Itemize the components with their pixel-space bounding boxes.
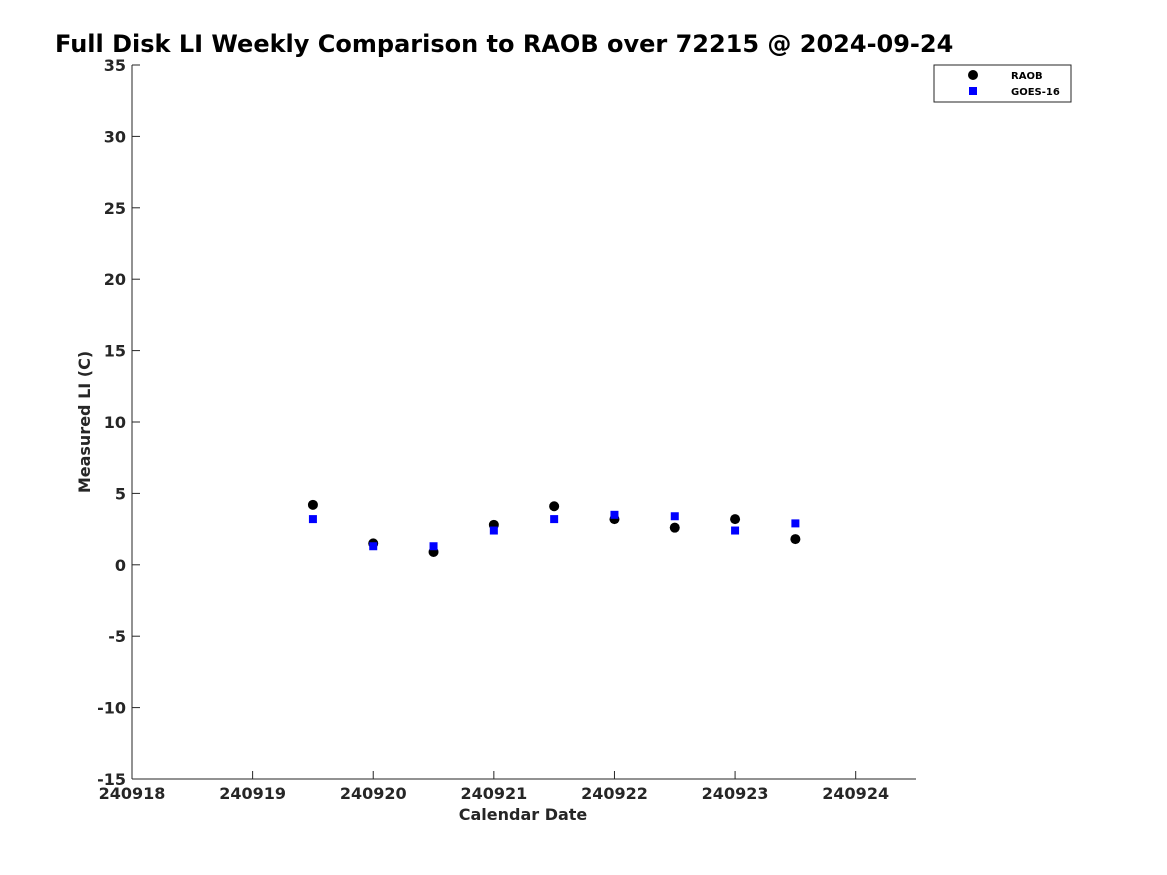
y-tick-label: 35 [104,56,126,75]
x-tick-label: 240924 [822,784,889,803]
y-tick-label: 10 [104,413,126,432]
data-point-square [731,526,740,535]
x-tick-label: 240919 [219,784,286,803]
legend-marker-square [969,87,977,95]
data-point-square [670,512,679,521]
data-point-circle [730,514,741,525]
data-point-square [369,542,378,551]
series-goes-16 [308,510,800,551]
series-raob [307,499,801,557]
data-points [307,499,801,557]
y-tick-label: 5 [115,484,126,503]
legend-box [933,64,1072,103]
x-tick-label: 240918 [99,784,166,803]
data-point-square [489,526,498,535]
y-tick-label: 25 [104,199,126,218]
y-tick-label: -10 [97,699,126,718]
y-tick-label: -15 [97,770,126,789]
legend: RAOB GOES-16 [933,64,1072,103]
x-tick-label: 240921 [460,784,527,803]
data-point-square [610,510,619,519]
data-point-square [308,515,317,524]
axes: -15 -10 -5 0 5 10 15 20 25 30 35 240918 240919 240920… [97,56,916,803]
x-tick-label: 240920 [340,784,407,803]
y-tick-label: 30 [104,127,126,146]
y-tick-label: 15 [104,342,126,361]
x-tick-label: 240922 [581,784,648,803]
data-point-circle [549,501,560,512]
x-tick-label: 240923 [702,784,769,803]
data-point-square [791,519,800,528]
data-point-square [429,542,438,551]
y-tick-label: 0 [115,556,126,575]
y-tick-label: 20 [104,270,126,289]
data-point-square [550,515,559,524]
legend-label: RAOB [1011,71,1043,82]
chart-title: Full Disk LI Weekly Comparison to RAOB o… [55,30,953,58]
data-point-circle [307,499,318,510]
data-point-circle [790,534,801,545]
data-point-circle [669,522,680,533]
legend-label: GOES-16 [1011,87,1060,98]
x-axis-label: Calendar Date [459,805,588,824]
y-tick-label: -5 [108,627,126,646]
legend-marker-circle [968,70,978,80]
y-axis-label: Measured LI (C) [75,351,94,493]
